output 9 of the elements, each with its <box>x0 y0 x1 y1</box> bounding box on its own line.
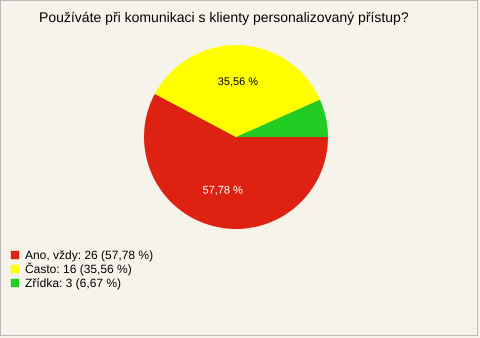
data-label: 57,78 % <box>202 184 244 196</box>
pie-slice <box>154 45 320 137</box>
pie-slice <box>144 94 328 229</box>
chart-title: Používáte při komunikaci s klienty personalizovaný přístup? <box>39 9 409 25</box>
pie-slice <box>236 100 328 137</box>
legend-label: Zřídka: 3 (6,67 %) <box>25 276 122 290</box>
data-label: 35,56 % <box>218 76 258 88</box>
legend-label: Často: 16 (35,56 %) <box>25 262 132 276</box>
legend-label: Ano, vždy: 26 (57,78 %) <box>25 248 154 262</box>
